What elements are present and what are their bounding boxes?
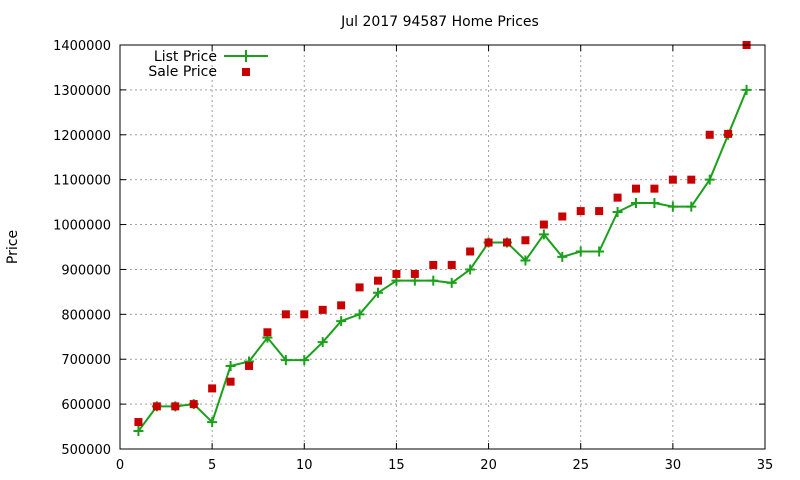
sale-price-point bbox=[300, 310, 309, 319]
sale-price-point bbox=[281, 310, 290, 319]
axis-ticks bbox=[119, 44, 766, 450]
list-price-point bbox=[207, 417, 218, 428]
sale-price-point bbox=[392, 269, 401, 278]
list-price-point bbox=[741, 84, 752, 95]
y-tick-label: 600000 bbox=[61, 398, 111, 413]
list-price-line bbox=[137, 89, 748, 432]
list-price-point bbox=[520, 255, 531, 266]
y-tick-label: 1400000 bbox=[53, 39, 111, 54]
sale-price-point bbox=[208, 384, 217, 393]
x-tick-label: 25 bbox=[572, 458, 589, 473]
legend-swatch-list-price bbox=[224, 50, 268, 62]
list-price-point bbox=[465, 264, 476, 275]
list-price-point bbox=[373, 287, 383, 298]
sale-price-point bbox=[503, 238, 511, 247]
sale-price-point bbox=[687, 175, 696, 184]
list-price-point bbox=[631, 198, 641, 209]
x-tick-label: 15 bbox=[388, 458, 405, 473]
sale-price-point bbox=[134, 418, 143, 427]
list-price-point bbox=[225, 360, 236, 371]
y-tick-label: 700000 bbox=[61, 353, 111, 368]
sale-price-point bbox=[539, 220, 548, 229]
sale-price-point bbox=[374, 276, 382, 285]
list-price-point bbox=[557, 251, 568, 262]
sale-price-point bbox=[245, 361, 253, 370]
sale-price-point bbox=[355, 283, 364, 292]
list-price-point bbox=[612, 206, 623, 217]
y-tick-label: 1200000 bbox=[53, 129, 111, 144]
list-price-point bbox=[299, 355, 310, 366]
sale-price-point bbox=[595, 207, 604, 216]
x-tick-label: 0 bbox=[116, 458, 124, 473]
list-price-point bbox=[133, 426, 144, 437]
y-tick-label: 1300000 bbox=[53, 84, 111, 99]
sale-price-point bbox=[484, 238, 493, 247]
sale-price-point bbox=[632, 184, 640, 193]
list-price-point bbox=[538, 229, 549, 240]
grid bbox=[120, 45, 765, 449]
y-axis-label: Price bbox=[5, 230, 21, 264]
sale-price-point bbox=[668, 175, 677, 184]
sale-price-point bbox=[263, 328, 272, 337]
sale-price-point bbox=[705, 130, 714, 139]
chart-title: Jul 2017 94587 Home Prices bbox=[340, 14, 539, 30]
series-layer bbox=[133, 41, 752, 437]
list-price-point bbox=[575, 246, 586, 257]
list-price-point bbox=[594, 246, 605, 257]
x-tick-label: 30 bbox=[665, 458, 682, 473]
sale-price-point bbox=[226, 377, 235, 386]
y-tick-label: 500000 bbox=[61, 443, 111, 458]
x-tick-label: 10 bbox=[296, 458, 313, 473]
sale-price-point bbox=[650, 184, 659, 193]
sale-price-point bbox=[466, 247, 475, 256]
y-tick-label: 800000 bbox=[61, 308, 111, 323]
legend-label-list-price: List Price bbox=[154, 49, 217, 65]
sale-price-point bbox=[171, 402, 180, 411]
x-tick-label: 5 bbox=[208, 458, 216, 473]
list-price-point bbox=[280, 355, 291, 366]
legend-swatch-sale-price bbox=[242, 68, 250, 76]
y-tick-label: 1100000 bbox=[53, 174, 111, 189]
list-price-point bbox=[354, 309, 365, 320]
list-price-point bbox=[317, 337, 328, 348]
list-price-point bbox=[336, 316, 347, 327]
list-price-point bbox=[428, 275, 439, 286]
x-tick-label: 35 bbox=[757, 458, 774, 473]
sale-price-point bbox=[337, 301, 346, 310]
sale-price-point bbox=[447, 260, 456, 269]
sale-price-point bbox=[558, 212, 567, 221]
list-price-point bbox=[667, 201, 678, 212]
list-price-point bbox=[446, 277, 457, 288]
x-tick-label: 20 bbox=[480, 458, 497, 473]
legend-label-sale-price: Sale Price bbox=[148, 64, 217, 80]
sale-price-point bbox=[613, 193, 622, 202]
sale-price-point bbox=[152, 402, 161, 411]
sale-price-point bbox=[410, 269, 419, 278]
sale-price-point bbox=[724, 129, 733, 138]
sale-price-point bbox=[429, 260, 438, 269]
y-tick-label: 900000 bbox=[61, 263, 111, 278]
sale-price-point bbox=[521, 236, 530, 245]
list-price-point bbox=[649, 198, 660, 209]
y-tick-label: 1000000 bbox=[53, 219, 111, 234]
tick-labels: 0 5 10 15 20 25 30 35 500000 600000 700000 800000 90… bbox=[53, 39, 773, 473]
plot-frame bbox=[119, 44, 766, 450]
sale-price-point bbox=[189, 400, 198, 409]
list-price-point bbox=[704, 174, 715, 185]
list-price-point bbox=[686, 201, 697, 212]
sale-price-point bbox=[318, 305, 327, 314]
sale-price-point bbox=[576, 207, 585, 216]
legend: List Price Sale Price bbox=[148, 49, 268, 80]
